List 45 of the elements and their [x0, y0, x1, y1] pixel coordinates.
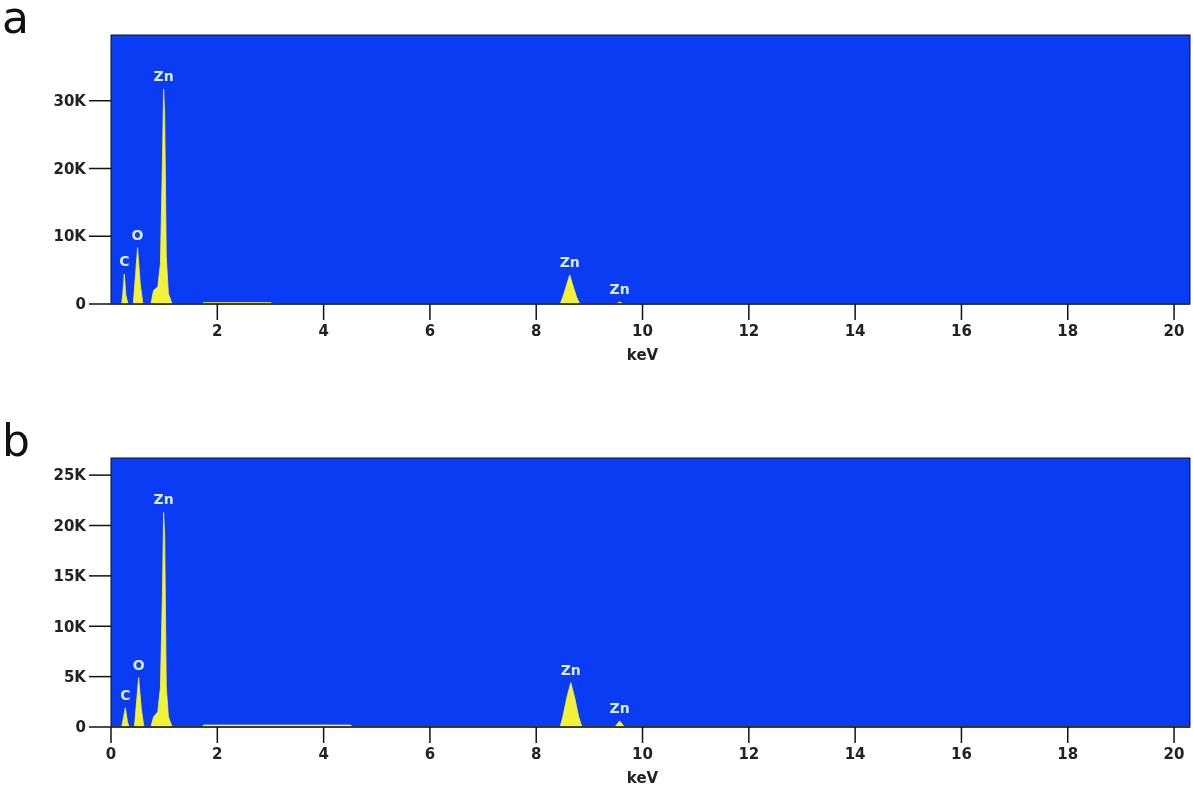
annotation: Zn [609, 280, 630, 297]
x-tick-label: 16 [951, 322, 972, 340]
x-tick-label: 8 [531, 322, 542, 340]
chart-title: a [2, 0, 29, 43]
y-tick-label: 10K [53, 617, 88, 636]
annotation: Zn [559, 253, 580, 270]
y-tick-label: 25K [53, 466, 88, 485]
x-tick-label: 14 [844, 745, 866, 763]
annotation: Zn [609, 699, 630, 716]
x-tick-label: 12 [738, 745, 760, 763]
y-tick-label: 0 [75, 718, 86, 737]
x-tick-label: 10 [632, 322, 653, 340]
annotation: C [119, 253, 130, 270]
annotation: Zn [153, 491, 174, 508]
x-tick-label: 18 [1057, 745, 1079, 763]
x-tick-label: 12 [738, 322, 760, 340]
annotation: O [132, 656, 145, 673]
y-tick-label: 5K [63, 667, 88, 686]
y-tick-label: 20K [53, 159, 88, 178]
x-tick-label: 14 [844, 322, 866, 340]
x-tick-label: 6 [424, 745, 436, 763]
x-tick-label: 0 [105, 745, 117, 763]
x-axis-title: keV [626, 346, 659, 364]
y-tick-label: 15K [53, 567, 88, 586]
x-tick-label: 6 [424, 322, 436, 340]
x-tick-label: 18 [1057, 322, 1079, 340]
annotation: O [131, 226, 144, 243]
x-tick-label: 20 [1163, 322, 1185, 340]
y-tick-label: 20K [53, 516, 88, 535]
y-tick-label: 10K [53, 227, 88, 246]
x-tick-label: 8 [531, 745, 542, 763]
y-tick-label: 30K [53, 91, 88, 110]
x-tick-label: 16 [951, 745, 972, 763]
x-tick-label: 4 [318, 745, 329, 763]
annotation: Zn [153, 68, 174, 85]
x-tick-label: 2 [212, 745, 223, 763]
chart-title: b [2, 415, 30, 466]
x-axis-title: keV [626, 769, 659, 787]
x-tick-label: 4 [318, 322, 329, 340]
x-tick-label: 20 [1163, 745, 1185, 763]
annotation: C [120, 686, 131, 703]
annotation: Zn [560, 661, 581, 678]
x-tick-label: 2 [212, 322, 223, 340]
x-tick-label: 10 [632, 745, 653, 763]
y-tick-label: 0 [75, 295, 86, 314]
